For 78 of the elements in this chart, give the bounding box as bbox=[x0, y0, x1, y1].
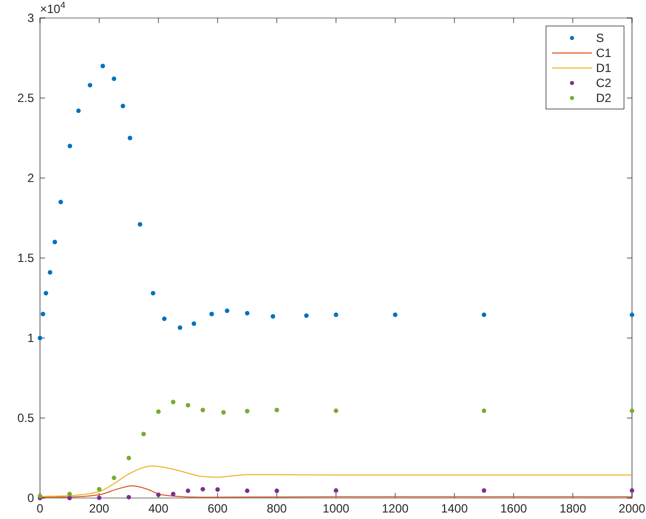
y-tick-label: 1 bbox=[27, 330, 34, 345]
point bbox=[67, 492, 72, 496]
point bbox=[156, 409, 161, 414]
point bbox=[58, 200, 63, 204]
point bbox=[52, 240, 58, 244]
y-tick-label: 2 bbox=[27, 170, 34, 185]
point bbox=[482, 408, 486, 414]
point bbox=[112, 76, 116, 82]
legend-label: C1 bbox=[596, 46, 612, 60]
point bbox=[186, 488, 190, 494]
y-tick-label: 1.5 bbox=[17, 250, 34, 265]
point bbox=[482, 488, 486, 493]
x-tick-label: 1200 bbox=[382, 502, 409, 516]
text: ×10$^{4}$ bbox=[40, 0, 66, 16]
point bbox=[44, 290, 48, 296]
x-tick-label: 200 bbox=[89, 502, 110, 516]
point bbox=[40, 312, 46, 316]
point bbox=[392, 312, 398, 318]
point bbox=[170, 492, 176, 496]
x-tick-label: 1800 bbox=[559, 502, 586, 516]
point bbox=[138, 222, 142, 227]
y-tick-label: 3 bbox=[27, 10, 34, 25]
y-tick-label: 0.5 bbox=[17, 410, 34, 425]
point bbox=[200, 486, 206, 492]
point bbox=[76, 108, 81, 114]
point bbox=[244, 488, 250, 494]
point bbox=[68, 144, 72, 148]
point bbox=[162, 316, 167, 322]
x-tick-label: 1400 bbox=[441, 502, 468, 516]
point bbox=[100, 64, 106, 68]
point bbox=[224, 308, 230, 314]
x-tick-label: 1000 bbox=[322, 502, 350, 516]
point bbox=[170, 400, 176, 404]
x-tick-label: 0 bbox=[36, 502, 44, 516]
point bbox=[274, 488, 280, 494]
legend-label: S bbox=[596, 31, 604, 45]
point bbox=[274, 408, 280, 412]
point bbox=[215, 487, 220, 492]
point bbox=[48, 270, 52, 275]
point bbox=[120, 104, 126, 108]
point bbox=[178, 325, 182, 330]
point bbox=[270, 314, 276, 319]
point bbox=[150, 290, 156, 296]
point bbox=[630, 488, 634, 493]
point bbox=[334, 488, 338, 493]
point bbox=[128, 136, 132, 140]
x-tick-label: 2000 bbox=[618, 502, 646, 516]
point bbox=[334, 408, 338, 414]
legend-label: D2 bbox=[596, 91, 612, 105]
point bbox=[38, 336, 42, 340]
point bbox=[482, 312, 486, 318]
point bbox=[221, 410, 226, 415]
point bbox=[334, 312, 338, 318]
point bbox=[67, 496, 72, 500]
point bbox=[126, 494, 132, 500]
x-tick-label: 400 bbox=[148, 502, 169, 516]
legend-label: D1 bbox=[596, 61, 612, 75]
x-tick-label: 800 bbox=[266, 502, 288, 516]
y-tick-label: 0 bbox=[27, 490, 34, 505]
point bbox=[192, 321, 196, 326]
point bbox=[244, 310, 250, 316]
point bbox=[112, 476, 116, 480]
x-tick-label: 1600 bbox=[500, 502, 528, 516]
y-tick-label: 2.5 bbox=[17, 90, 34, 105]
point bbox=[126, 456, 132, 460]
legend-label: C2 bbox=[596, 76, 612, 90]
point bbox=[186, 402, 190, 408]
point bbox=[304, 313, 309, 318]
x-tick-label: 600 bbox=[208, 502, 228, 516]
point bbox=[630, 408, 634, 414]
point bbox=[209, 312, 214, 316]
point bbox=[141, 432, 146, 436]
point bbox=[96, 496, 102, 500]
point bbox=[630, 312, 634, 318]
point bbox=[88, 82, 92, 88]
point bbox=[96, 486, 102, 492]
point bbox=[244, 408, 250, 414]
point bbox=[200, 408, 206, 412]
